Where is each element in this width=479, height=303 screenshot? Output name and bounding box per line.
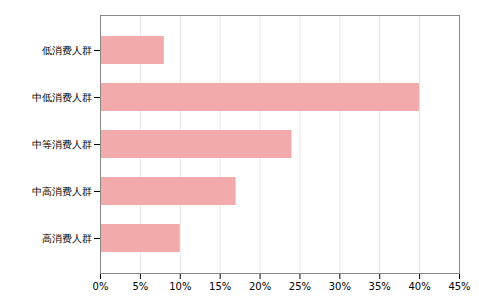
svg-text:0%: 0% <box>93 281 109 292</box>
svg-text:中高消费人群: 中高消费人群 <box>32 186 92 197</box>
svg-text:低消费人群: 低消费人群 <box>42 45 92 56</box>
svg-text:25%: 25% <box>289 281 311 292</box>
svg-text:20%: 20% <box>249 281 271 292</box>
svg-text:5%: 5% <box>132 281 148 292</box>
svg-text:35%: 35% <box>369 281 391 292</box>
svg-text:中等消费人群: 中等消费人群 <box>32 139 92 150</box>
svg-text:中低消费人群: 中低消费人群 <box>32 92 92 103</box>
svg-text:10%: 10% <box>169 281 191 292</box>
svg-text:40%: 40% <box>408 281 430 292</box>
svg-text:15%: 15% <box>209 281 231 292</box>
svg-text:45%: 45% <box>448 281 470 292</box>
svg-text:30%: 30% <box>329 281 351 292</box>
svg-text:高消费人群: 高消费人群 <box>42 233 92 244</box>
